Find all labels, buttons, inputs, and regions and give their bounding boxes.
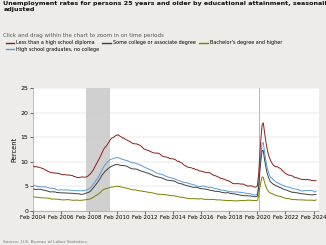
Bar bbox=[86, 88, 110, 211]
Text: Unemployment rates for persons 25 years and older by educational attainment, sea: Unemployment rates for persons 25 years … bbox=[3, 1, 326, 12]
Y-axis label: Percent: Percent bbox=[12, 137, 18, 162]
Text: Click and drag within the chart to zoom in on time periods: Click and drag within the chart to zoom … bbox=[3, 33, 164, 38]
Text: Source: U.S. Bureau of Labor Statistics.: Source: U.S. Bureau of Labor Statistics. bbox=[3, 240, 88, 244]
Legend: Less than a high school diploma, High school graduates, no college, Some college: Less than a high school diploma, High sc… bbox=[6, 40, 282, 52]
